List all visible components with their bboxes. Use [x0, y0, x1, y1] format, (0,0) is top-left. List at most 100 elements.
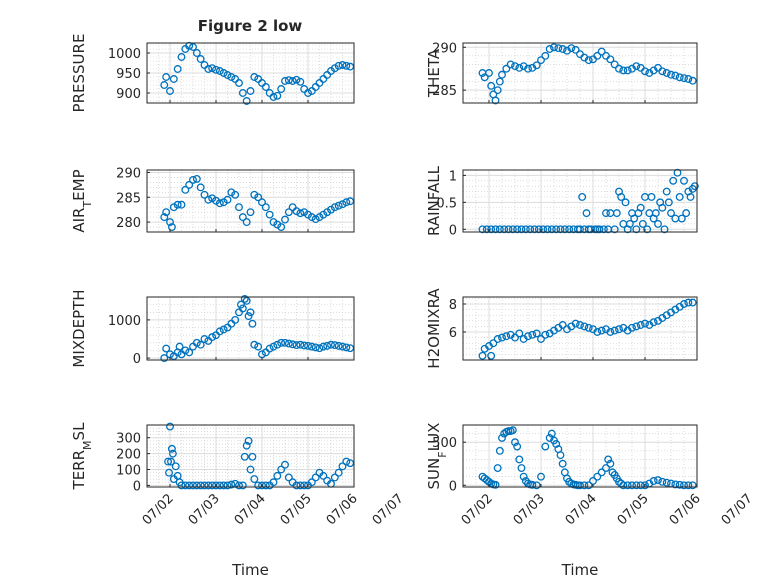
- subplot-mixdepth: 0 1000 MIXDEPTH: [70, 289, 355, 368]
- data-point: [189, 481, 197, 490]
- data-series: [160, 41, 355, 105]
- data-point: [641, 67, 649, 76]
- data-point: [319, 342, 328, 351]
- data-point: [688, 481, 697, 490]
- data-point: [284, 76, 293, 85]
- data-point: [641, 481, 649, 490]
- data-point: [675, 480, 684, 489]
- data-point: [541, 51, 550, 60]
- data-point: [487, 351, 496, 360]
- data-point: [342, 343, 351, 352]
- data-point: [673, 168, 682, 177]
- data-point: [532, 61, 541, 70]
- data-point: [558, 459, 567, 468]
- data-point: [688, 76, 697, 85]
- data-point: [493, 335, 502, 343]
- data-point: [334, 61, 343, 70]
- y-axis-label: TERRMSL: [70, 422, 94, 491]
- data-point: [277, 85, 286, 93]
- data-point: [498, 333, 506, 342]
- data-point: [487, 225, 496, 234]
- data-point: [323, 341, 332, 350]
- data-point: [173, 200, 182, 209]
- y-axis-label: AIRTEMP: [70, 169, 94, 232]
- y-tick-label: 0: [133, 479, 141, 494]
- data-point: [284, 208, 293, 217]
- data-point: [495, 225, 504, 234]
- data-point: [192, 338, 201, 347]
- data-point: [615, 325, 623, 334]
- data-point: [478, 225, 487, 234]
- data-point: [292, 481, 301, 490]
- data-point: [160, 354, 169, 363]
- data-point: [261, 83, 270, 91]
- data-point: [669, 176, 678, 185]
- y-tick-label: 300: [116, 432, 141, 447]
- data-point: [236, 300, 245, 309]
- y-axis-label: H2OMIXRA: [425, 288, 443, 369]
- y-tick-label: 1000: [108, 314, 141, 329]
- data-point: [167, 223, 176, 231]
- data-point: [223, 481, 232, 490]
- data-point: [269, 93, 278, 101]
- data-point: [248, 452, 257, 461]
- data-point: [235, 203, 243, 212]
- data-point: [346, 197, 355, 206]
- data-point: [281, 77, 289, 85]
- x-axis-label: Time: [561, 561, 599, 579]
- data-point: [235, 79, 243, 87]
- data-point: [189, 175, 197, 184]
- data-point: [508, 426, 517, 435]
- data-point: [606, 55, 615, 64]
- data-point: [196, 340, 205, 349]
- grid-lines: [146, 43, 355, 103]
- data-point: [498, 433, 506, 442]
- data-point: [508, 225, 517, 234]
- data-point: [604, 455, 613, 464]
- data-point: [277, 465, 286, 474]
- data-point: [671, 480, 680, 489]
- data-point: [281, 338, 289, 347]
- data-point: [593, 51, 602, 60]
- data-point: [338, 462, 347, 471]
- data-point: [166, 422, 174, 431]
- data-point: [612, 209, 621, 218]
- data-point: [524, 332, 532, 341]
- data-point: [165, 468, 173, 477]
- data-point: [296, 209, 305, 218]
- data-point: [641, 319, 649, 328]
- data-point: [491, 96, 500, 105]
- data-point: [539, 225, 548, 234]
- data-point: [238, 213, 247, 222]
- data-point: [223, 195, 232, 204]
- data-point: [300, 341, 309, 350]
- data-point: [558, 321, 567, 329]
- y-tick-label: 950: [116, 67, 141, 82]
- data-point: [651, 209, 660, 218]
- data-point: [478, 351, 487, 360]
- data-series: [478, 43, 697, 105]
- data-point: [219, 69, 228, 77]
- data-point: [487, 81, 496, 90]
- data-point: [284, 473, 293, 482]
- data-point: [545, 45, 554, 53]
- data-point: [515, 455, 524, 464]
- data-point: [556, 451, 565, 460]
- data-point: [493, 86, 502, 95]
- data-series: [160, 294, 355, 363]
- data-point: [265, 344, 274, 353]
- data-point: [346, 459, 355, 468]
- data-point: [686, 193, 695, 201]
- data-point: [250, 475, 259, 484]
- data-point: [578, 193, 587, 201]
- y-axis-label: SUNFLUX: [425, 423, 449, 490]
- data-point: [610, 60, 619, 69]
- data-series: [478, 298, 697, 360]
- data-point: [254, 481, 263, 490]
- figure-title: Figure 2 low: [198, 17, 303, 35]
- data-point: [532, 481, 541, 490]
- data-point: [675, 193, 684, 201]
- data-point: [244, 436, 253, 445]
- data-point: [597, 468, 606, 477]
